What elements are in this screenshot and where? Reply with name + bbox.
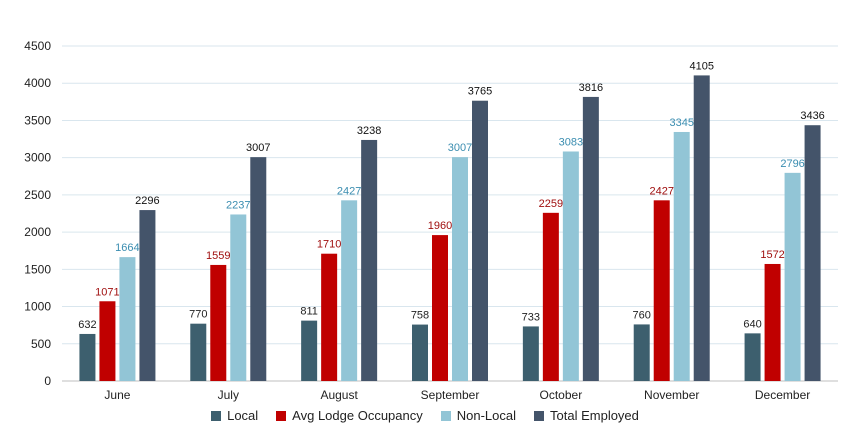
bar (522, 326, 539, 381)
data-label: 2237 (226, 199, 250, 211)
y-tick-label: 1000 (24, 300, 51, 314)
data-labels: 632 1071 1664 2296 770 1559 2237 3007 811 1710 242… (78, 60, 825, 331)
legend-swatch (276, 410, 287, 421)
bar (693, 75, 710, 382)
data-label: 3436 (800, 110, 824, 122)
data-label: 1559 (206, 250, 230, 262)
y-tick-label: 4500 (24, 39, 51, 53)
bar (99, 301, 116, 381)
legend-item-avg-lodge-occupancy: Avg Lodge Occupancy (276, 408, 423, 423)
bar (472, 100, 488, 381)
data-label: 3765 (468, 86, 492, 98)
legend-item-local: Local (211, 408, 258, 423)
data-label: 3238 (357, 125, 381, 137)
data-label: 1710 (317, 239, 341, 251)
data-label: 1960 (428, 220, 452, 232)
bar (784, 172, 801, 381)
bar (582, 96, 599, 382)
data-label: 2427 (649, 185, 673, 197)
data-label: 3007 (246, 142, 270, 154)
bar (432, 235, 448, 381)
x-tick-label: June (104, 388, 130, 402)
y-tick-label: 1500 (24, 262, 51, 276)
data-label: 758 (411, 310, 429, 322)
bar-chart: 0 500 1000 1500 2000 2500 3000 3500 4000 4500 632… (24, 39, 838, 402)
y-tick-label: 2000 (24, 225, 51, 239)
bar (744, 333, 761, 381)
bar (562, 151, 579, 381)
y-tick-label: 0 (44, 374, 51, 388)
bar (79, 333, 96, 381)
bar (673, 131, 690, 381)
data-label: 632 (78, 319, 96, 331)
data-label: 1572 (760, 249, 784, 261)
data-label: 770 (189, 309, 207, 321)
bars (79, 75, 821, 382)
data-label: 811 (300, 306, 318, 318)
legend-item-non-local: Non-Local (440, 408, 517, 423)
legend-item-total-employed: Total Employed (534, 408, 639, 423)
bar (210, 264, 227, 381)
legend-label: Total Employed (550, 408, 639, 423)
data-label: 1071 (95, 286, 119, 298)
bar (301, 320, 318, 381)
bar (633, 324, 650, 381)
data-label: 1664 (115, 242, 139, 254)
x-tick-label: November (644, 388, 699, 402)
bar (341, 200, 358, 381)
data-label: 760 (633, 309, 651, 321)
data-label: 2296 (135, 195, 159, 207)
y-axis: 0 500 1000 1500 2000 2500 3000 3500 4000 4500 (24, 39, 51, 388)
bar (764, 263, 781, 381)
x-tick-label: July (218, 388, 239, 402)
legend-swatch (534, 410, 545, 421)
data-label: 2796 (780, 158, 804, 170)
legend-label: Avg Lodge Occupancy (292, 408, 423, 423)
x-axis: June July August September October November De… (104, 388, 810, 402)
data-label: 3816 (579, 82, 603, 94)
bar (452, 157, 468, 381)
legend: Local Avg Lodge Occupancy Non-Local Tota… (0, 408, 850, 423)
x-tick-label: August (320, 388, 358, 402)
x-tick-label: December (755, 388, 810, 402)
legend-label: Local (227, 408, 259, 423)
legend-swatch (440, 410, 451, 421)
y-tick-label: 500 (31, 337, 51, 351)
data-label: 2259 (539, 198, 563, 210)
bar (321, 253, 338, 381)
data-label: 2427 (337, 185, 361, 197)
legend-label: Non-Local (456, 408, 517, 423)
bar (542, 212, 559, 381)
bar (653, 200, 670, 381)
data-label: 3007 (448, 142, 472, 154)
data-label: 3083 (559, 136, 583, 148)
x-tick-label: September (421, 388, 480, 402)
bar (412, 324, 428, 381)
data-label: 640 (743, 318, 761, 330)
gridlines (62, 45, 838, 382)
legend-swatch (211, 410, 222, 421)
data-label: 4105 (689, 60, 713, 72)
bar (250, 157, 267, 381)
bar (804, 125, 821, 381)
data-label: 733 (522, 311, 540, 323)
data-label: 3345 (669, 117, 693, 129)
y-tick-label: 3500 (24, 113, 51, 127)
y-tick-label: 2500 (24, 188, 51, 202)
bar (119, 257, 136, 381)
bar (190, 323, 207, 381)
y-tick-label: 3000 (24, 151, 51, 165)
y-tick-label: 4000 (24, 76, 51, 90)
bar (361, 139, 378, 381)
x-tick-label: October (540, 388, 583, 402)
bar (139, 210, 156, 381)
bar (230, 214, 247, 381)
